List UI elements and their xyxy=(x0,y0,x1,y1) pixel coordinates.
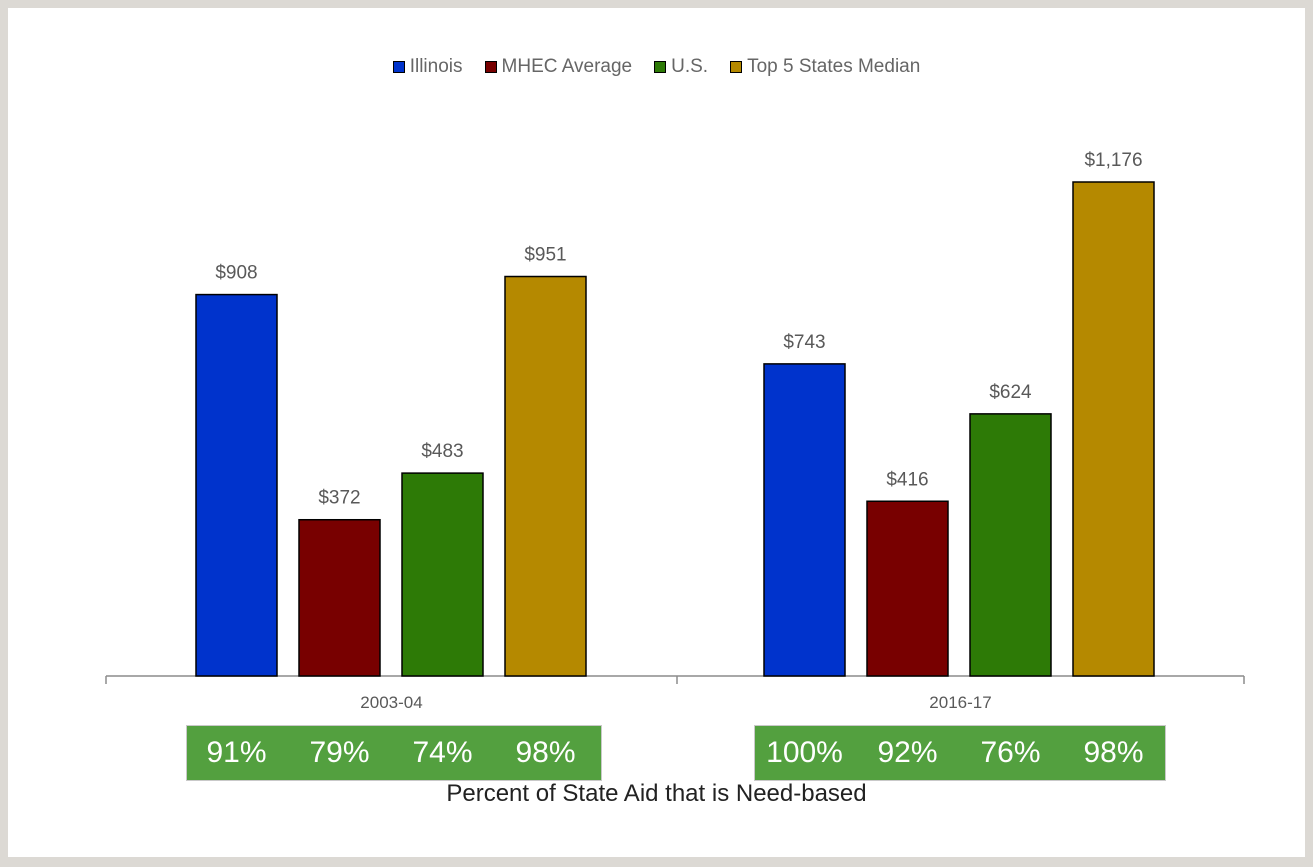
legend-swatch xyxy=(484,61,497,73)
bar xyxy=(401,472,484,677)
need-based-caption: Percent of State Aid that is Need-based xyxy=(446,780,867,807)
need-based-percent-value: 100% xyxy=(766,736,843,769)
legend-swatch xyxy=(730,61,743,73)
need-based-percent-value: 92% xyxy=(877,736,938,769)
legend-swatch xyxy=(654,61,667,73)
need-based-percent-value: 98% xyxy=(1083,736,1144,769)
legend-label: Top 5 States Median xyxy=(747,56,921,77)
legend-item: Illinois xyxy=(392,56,463,78)
chart-legend: Illinois MHEC Average U.S. Top 5 States Med… xyxy=(8,54,1305,80)
legend-swatch xyxy=(392,61,405,73)
data-label: $483 xyxy=(421,441,463,462)
data-label: $372 xyxy=(318,488,360,509)
data-label: $908 xyxy=(215,263,257,284)
need-based-percent-box: 100% 92% 76% 98% xyxy=(754,725,1166,781)
need-based-percent-value: 74% xyxy=(412,736,473,769)
bar-chart: $908 $372 $483 $951 2003-04 $743 $416 $624 $1,17… xyxy=(105,150,1245,712)
legend-item: Top 5 States Median xyxy=(730,56,920,78)
data-label: $743 xyxy=(783,332,825,353)
need-based-percent-value: 76% xyxy=(980,736,1041,769)
bar xyxy=(298,518,381,677)
legend-label: U.S. xyxy=(671,56,709,77)
need-based-percent-value: 98% xyxy=(515,736,576,769)
bar xyxy=(969,413,1052,677)
bar xyxy=(504,275,587,677)
data-label: $416 xyxy=(886,469,928,490)
legend-item: MHEC Average xyxy=(484,56,633,78)
x-tick-label: 2003-04 xyxy=(360,693,422,712)
chart-frame: Illinois MHEC Average U.S. Top 5 States Med… xyxy=(8,8,1305,857)
x-tick-label: 2016-17 xyxy=(929,693,991,712)
data-label: $951 xyxy=(524,245,566,266)
legend-label: Illinois xyxy=(409,56,463,77)
legend-label: MHEC Average xyxy=(501,56,633,77)
need-based-percent-box: 91% 79% 74% 98% xyxy=(186,725,602,781)
bar xyxy=(866,500,949,677)
bar xyxy=(195,293,278,677)
bar xyxy=(1072,181,1155,677)
need-based-percent-value: 91% xyxy=(206,736,267,769)
bar xyxy=(763,363,846,677)
data-label: $624 xyxy=(989,382,1032,403)
need-based-percent-value: 79% xyxy=(309,736,370,769)
legend-item: U.S. xyxy=(654,56,708,78)
data-label: $1,176 xyxy=(1084,150,1142,171)
